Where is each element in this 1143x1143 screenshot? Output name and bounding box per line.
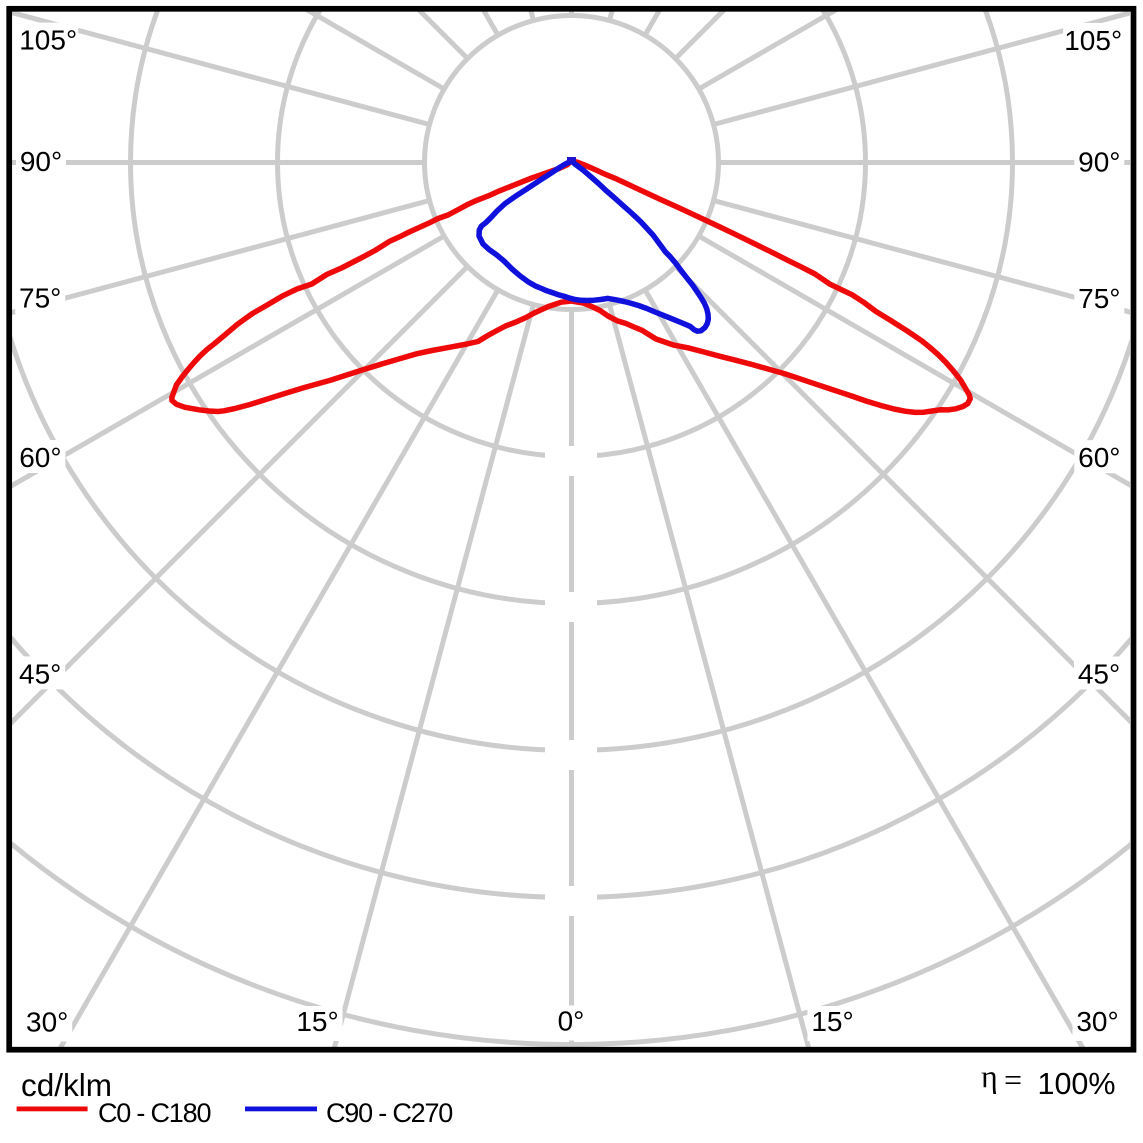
svg-text:105°: 105° xyxy=(19,25,77,56)
svg-text:100%: 100% xyxy=(1038,1067,1116,1101)
svg-text:90°: 90° xyxy=(1078,146,1120,177)
svg-text:45°: 45° xyxy=(19,658,61,689)
svg-text:60°: 60° xyxy=(19,442,61,473)
svg-text:75°: 75° xyxy=(19,283,61,314)
svg-text:75°: 75° xyxy=(1078,283,1120,314)
svg-text:15°: 15° xyxy=(296,1006,338,1037)
svg-text:cd/klm: cd/klm xyxy=(21,1067,112,1103)
svg-text:15°: 15° xyxy=(811,1006,853,1037)
svg-text:60°: 60° xyxy=(1078,442,1120,473)
svg-text:C90 - C270: C90 - C270 xyxy=(326,1098,452,1128)
svg-text:90°: 90° xyxy=(20,146,62,177)
svg-text:105°: 105° xyxy=(1064,25,1122,56)
svg-text:0°: 0° xyxy=(558,1006,585,1037)
svg-text:30°: 30° xyxy=(1076,1006,1118,1037)
svg-text:30°: 30° xyxy=(26,1007,68,1038)
svg-text:C0 - C180: C0 - C180 xyxy=(98,1098,210,1128)
svg-text:η: η xyxy=(981,1058,998,1094)
svg-text:45°: 45° xyxy=(1078,659,1120,690)
svg-text:=: = xyxy=(1004,1062,1022,1098)
